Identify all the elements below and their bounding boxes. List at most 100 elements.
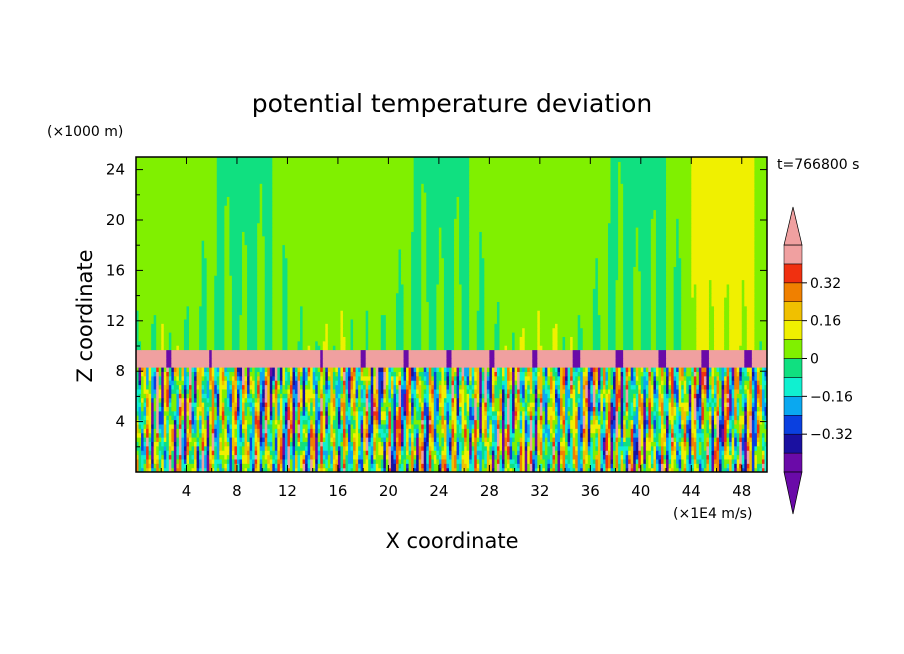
- contour-cell: [590, 406, 594, 412]
- contour-cell: [345, 423, 349, 429]
- contour-cell: [708, 441, 713, 447]
- contour-cell: [719, 467, 723, 472]
- contour-cell: [269, 467, 273, 472]
- contour-cell: [461, 419, 468, 425]
- contour-cell: [264, 454, 268, 460]
- contour-cell: [166, 380, 170, 386]
- contour-cell: [214, 437, 220, 442]
- contour-cell: [168, 454, 172, 460]
- contour-cell: [658, 441, 662, 447]
- contour-cell: [600, 441, 604, 447]
- contour-cell: [274, 454, 278, 460]
- contour-cell: [236, 423, 241, 429]
- contour-cell: [481, 445, 488, 451]
- contour-cell: [643, 380, 649, 386]
- contour-cell: [446, 375, 450, 381]
- contour-cell: [375, 458, 382, 464]
- contour-cell: [375, 375, 379, 381]
- contour-cell: [549, 432, 554, 438]
- contour-cell: [226, 463, 230, 469]
- contour-cell: [580, 428, 584, 434]
- contour-cell: [754, 454, 758, 460]
- contour-cell: [567, 415, 571, 421]
- contour-cell: [592, 454, 596, 460]
- contour-cell: [418, 467, 422, 472]
- contour-cell: [456, 454, 460, 460]
- contour-cell: [151, 388, 157, 394]
- contour-cell: [534, 384, 538, 390]
- contour-cell: [613, 415, 617, 421]
- contour-cell: [401, 397, 405, 403]
- contour-cell: [201, 458, 205, 464]
- contour-cell: [168, 415, 172, 421]
- contour-cell: [204, 463, 208, 469]
- contour-cell: [547, 375, 551, 381]
- contour-cell: [713, 458, 720, 464]
- contour-cell: [398, 450, 402, 456]
- contour-cell: [618, 450, 622, 456]
- contour-cell: [623, 402, 627, 407]
- contour-cell: [191, 437, 198, 442]
- contour-cell: [340, 380, 344, 386]
- contour-cell: [358, 380, 364, 386]
- contour-cell: [214, 402, 218, 407]
- contour-cell: [295, 432, 299, 438]
- contour-cell: [554, 432, 561, 438]
- contour-cell: [330, 415, 334, 421]
- contour-cell: [171, 458, 175, 464]
- contour-cell: [186, 432, 193, 438]
- contour-cell: [713, 445, 718, 451]
- contour-cell: [587, 375, 594, 381]
- contour-cell: [219, 441, 223, 447]
- contour-cell: [249, 388, 253, 394]
- contour-cell: [370, 402, 374, 407]
- contour-cell: [620, 450, 624, 456]
- contour-cell: [693, 388, 697, 394]
- contour-cell: [645, 393, 649, 399]
- contour-cell: [231, 458, 236, 464]
- contour-cell: [751, 432, 758, 438]
- contour-cell: [567, 419, 571, 425]
- contour-cell: [529, 458, 533, 464]
- contour-cell: [754, 423, 758, 429]
- contour-cell: [655, 384, 660, 390]
- contour-cell: [602, 397, 607, 403]
- contour-cell: [141, 463, 145, 469]
- contour-cell: [345, 432, 349, 438]
- contour-cell: [373, 437, 377, 442]
- contour-cell: [734, 384, 740, 390]
- contour-cell: [332, 432, 336, 438]
- contour-cell: [252, 397, 256, 403]
- contour-cell: [501, 384, 506, 390]
- contour-cell: [373, 450, 377, 456]
- contour-cell: [332, 450, 336, 456]
- contour-cell: [307, 441, 311, 447]
- contour-cell: [671, 467, 675, 472]
- contour-cell: [426, 428, 430, 434]
- contour-cell: [305, 410, 309, 416]
- contour-cell: [451, 388, 455, 394]
- contour-cell: [342, 388, 347, 394]
- contour-cell: [151, 410, 155, 416]
- contour-cell: [557, 463, 561, 469]
- contour-cell: [547, 445, 554, 451]
- contour-cell: [438, 450, 443, 456]
- contour-cell: [373, 419, 377, 425]
- contour-cell: [658, 450, 662, 456]
- contour-cell: [277, 388, 281, 394]
- contour-cell: [368, 419, 372, 425]
- contour-cell: [764, 393, 767, 399]
- contour-cell: [433, 463, 440, 469]
- contour-cell: [640, 384, 644, 390]
- contour-cell: [645, 458, 649, 464]
- contour-cell: [532, 375, 538, 381]
- contour-cell: [305, 380, 309, 386]
- contour-cell: [345, 388, 349, 394]
- contour-cell: [431, 419, 435, 425]
- contour-cell: [459, 445, 463, 451]
- contour-cell: [411, 419, 415, 425]
- contour-cell: [759, 467, 763, 472]
- contour-cell: [620, 423, 624, 429]
- contour-cell: [731, 419, 735, 425]
- contour-cell: [529, 384, 533, 390]
